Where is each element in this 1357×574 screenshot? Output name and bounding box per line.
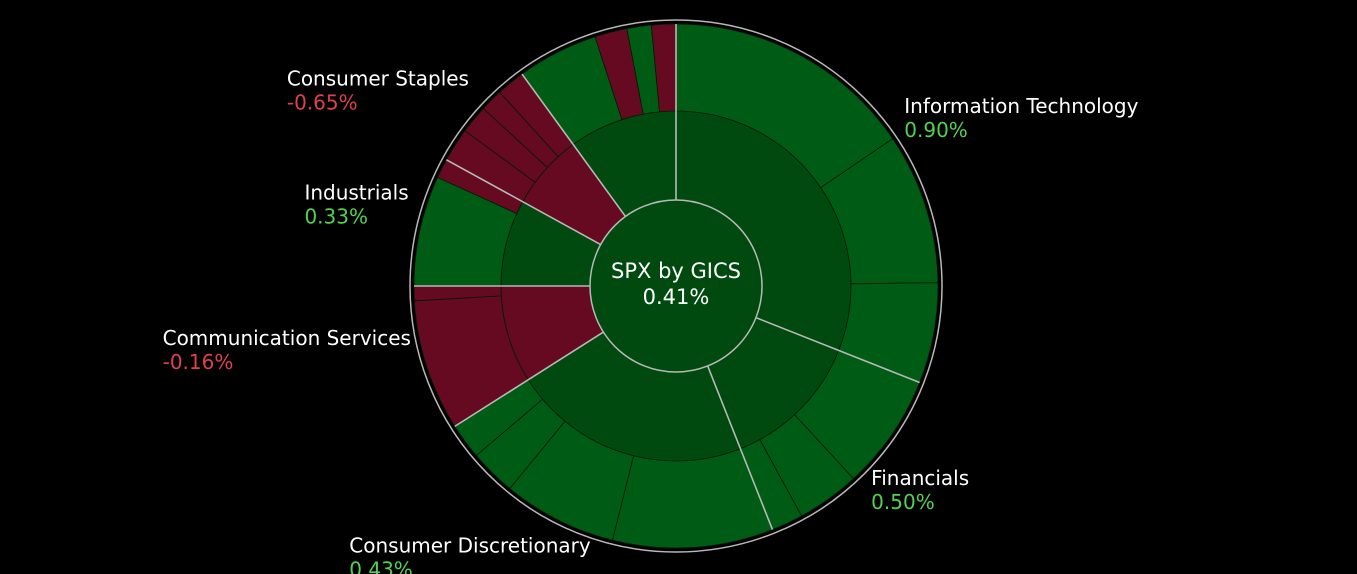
sector-divider [521, 73, 627, 217]
chart-title: SPX by GICS [611, 259, 741, 283]
chart-total-change: 0.41% [643, 285, 710, 309]
sector-label-consumer-discretionary: Consumer Discretionary [349, 533, 591, 557]
sector-change-information-technology: 0.90% [904, 118, 968, 142]
sector-divider [755, 316, 920, 384]
sector-label-information-technology: Information Technology [904, 94, 1138, 118]
sector-change-energy: 1.12% [521, 0, 585, 5]
sector-divider [454, 331, 604, 428]
sector-change-consumer-discretionary: 0.43% [349, 557, 413, 574]
sector-label-financials: Financials [871, 466, 969, 490]
sector-change-communication-services: -0.16% [163, 350, 234, 374]
outer-frame [409, 19, 943, 553]
sector-change-industrials: 0.33% [304, 204, 368, 228]
center-disc [589, 199, 763, 373]
sector-label-consumer-staples: Consumer Staples [287, 66, 469, 90]
sector-divider [706, 365, 774, 530]
sector-label-industrials: Industrials [304, 180, 408, 204]
chart-center: SPX by GICS 0.41% [611, 259, 741, 309]
sector-label-communication-services: Communication Services [163, 326, 411, 350]
sector-divider [446, 159, 602, 246]
sector-change-financials: 0.50% [871, 490, 935, 514]
sector-change-consumer-staples: -0.65% [287, 90, 358, 114]
sunburst-rings [409, 19, 943, 553]
